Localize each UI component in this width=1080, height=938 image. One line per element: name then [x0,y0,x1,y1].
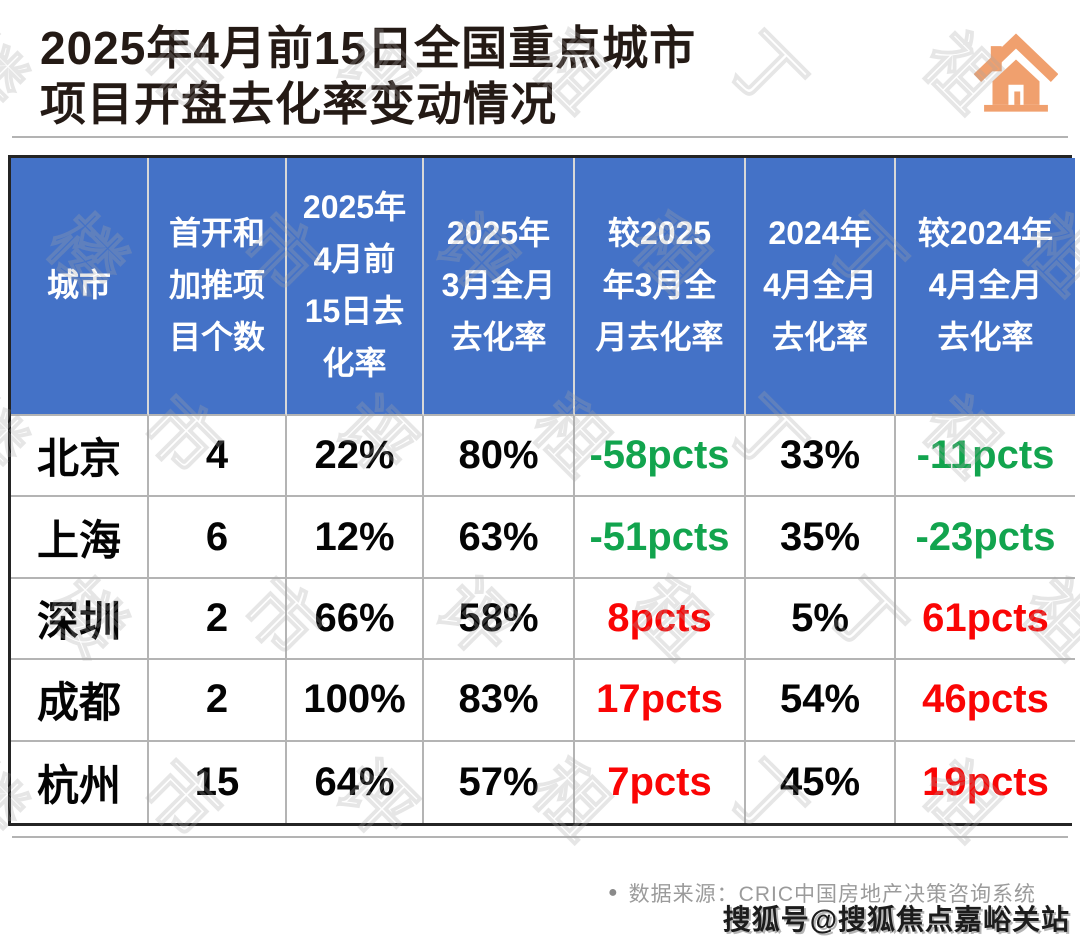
cell-rate-apr-2024: 5% [746,578,896,661]
cell-rate-mar-2025: 57% [424,741,575,823]
house-icon [974,33,1058,112]
data-source-text: 数据来源：CRIC中国房地产决策咨询系统 [628,883,1036,906]
header-project-count: 首开和 加推项 目个数 [149,158,287,416]
page-title-line1: 2025年4月前15日全国重点城市 [40,22,697,74]
sohu-account-watermark: 搜狐号@搜狐焦点嘉峪关站 [722,904,1070,935]
header-rate-apr-2024: 2024年 4月全月 去化率 [746,158,896,416]
data-source-line: ● 数据来源：CRIC中国房地产决策咨询系统 [608,878,1036,908]
watermark-char: 丁 [711,16,823,128]
header-delta-vs-mar-2025: 较2025 年3月全 月去化率 [575,158,746,416]
page-title-line2: 项目开盘去化率变动情况 [40,78,557,131]
cell-rate-mar-2025: 58% [424,578,575,661]
cell-delta-vs-apr-2024: 46pcts [896,660,1075,742]
cell-rate-mar-2025: 63% [424,497,575,579]
cell-rate-mar-2025: 83% [424,660,575,742]
header-rate-mar-2025: 2025年 3月全月 去化率 [424,158,575,416]
cell-city: 上海 [11,497,149,579]
cell-delta-vs-mar-2025: -58pcts [575,416,746,498]
table-bottom-divider-line [12,836,1068,838]
cell-city: 成都 [11,660,149,742]
header-city: 城市 [11,158,149,416]
cell-city: 北京 [11,416,149,498]
cell-project-count: 2 [149,660,287,742]
cell-delta-vs-apr-2024: -23pcts [896,497,1075,579]
cell-delta-vs-mar-2025: -51pcts [575,497,746,579]
cell-rate-apr15-2025: 64% [287,741,424,823]
cell-delta-vs-apr-2024: -11pcts [896,416,1075,498]
cell-delta-vs-mar-2025: 8pcts [575,578,746,661]
cell-rate-apr15-2025: 66% [287,578,424,661]
bullet-icon: ● [607,884,619,901]
page-title: 2025年4月前15日全国重点城市 项目开盘去化率变动情况 [40,20,696,132]
cell-rate-mar-2025: 80% [424,416,575,498]
cell-delta-vs-mar-2025: 17pcts [575,660,746,742]
cell-delta-vs-apr-2024: 61pcts [896,578,1075,661]
cell-rate-apr-2024: 33% [746,416,896,498]
absorption-rate-table: 城市 首开和 加推项 目个数 2025年 4月前 15日去 化率 2025年 3… [8,155,1075,826]
cell-rate-apr15-2025: 12% [287,497,424,579]
header-delta-vs-apr-2024: 较2024年 4月全月 去化率 [896,158,1075,416]
cell-rate-apr-2024: 35% [746,497,896,579]
cell-project-count: 15 [149,741,287,823]
cell-rate-apr15-2025: 22% [287,416,424,498]
header-rate-apr15-2025: 2025年 4月前 15日去 化率 [287,158,424,416]
cell-delta-vs-apr-2024: 19pcts [896,741,1075,823]
cell-delta-vs-mar-2025: 7pcts [575,741,746,823]
cell-rate-apr15-2025: 100% [287,660,424,742]
title-divider-line [12,136,1068,138]
cell-city: 深圳 [11,578,149,661]
cell-project-count: 6 [149,497,287,579]
cell-rate-apr-2024: 45% [746,741,896,823]
cell-rate-apr-2024: 54% [746,660,896,742]
cell-city: 杭州 [11,741,149,823]
cell-project-count: 4 [149,416,287,498]
cell-project-count: 2 [149,578,287,661]
